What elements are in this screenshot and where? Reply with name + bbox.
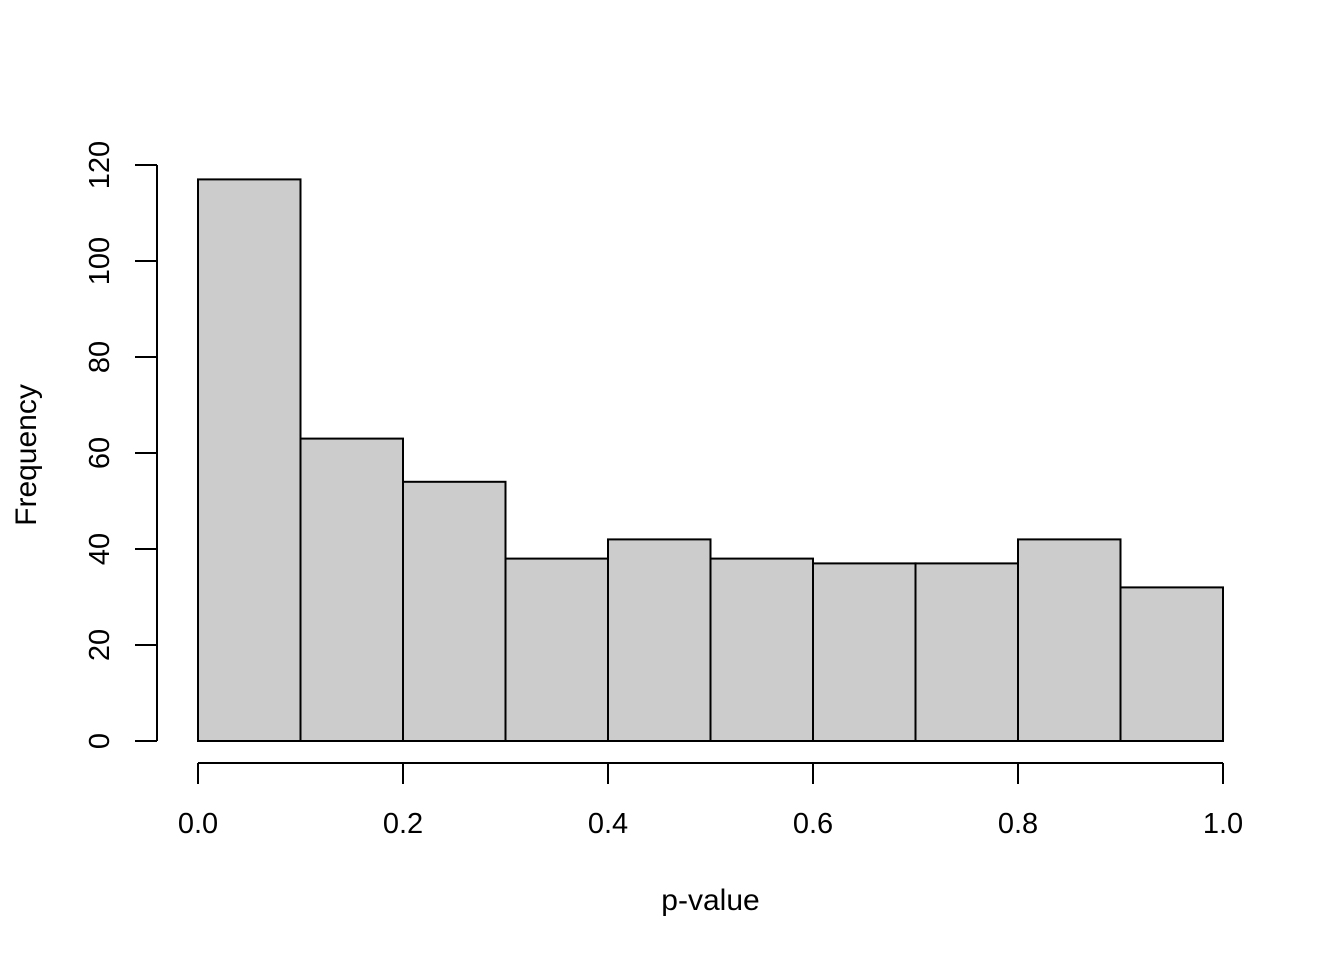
y-axis-tick-label: 40 <box>84 533 116 565</box>
x-axis-title: p-value <box>661 884 760 917</box>
histogram-bar <box>914 562 1019 743</box>
histogram-bar <box>299 437 404 742</box>
x-axis-tick-label: 1.0 <box>1203 808 1243 840</box>
histogram-bar <box>402 480 507 742</box>
histogram-bar <box>504 557 609 742</box>
histogram-bar <box>709 557 814 742</box>
histogram-bar <box>1017 538 1122 743</box>
y-axis-tick-label: 100 <box>84 237 116 285</box>
x-axis-tick-label: 0.0 <box>178 808 218 840</box>
y-axis-tick-label: 60 <box>84 437 116 469</box>
y-axis-tick-label: 0 <box>84 733 116 749</box>
histogram-bar <box>197 178 302 742</box>
y-axis-tick-label: 80 <box>84 341 116 373</box>
y-axis-tick-label: 120 <box>84 141 116 189</box>
histogram-bar <box>1119 586 1224 743</box>
y-axis-title: Frequency <box>10 384 43 526</box>
x-axis-tick-label: 0.8 <box>998 808 1038 840</box>
x-axis-tick-label: 0.4 <box>588 808 628 840</box>
y-axis-tick-label: 20 <box>84 629 116 661</box>
histogram-bar <box>812 562 917 743</box>
x-axis-tick-label: 0.6 <box>793 808 833 840</box>
x-axis-tick-label: 0.2 <box>383 808 423 840</box>
histogram-bar <box>607 538 712 743</box>
